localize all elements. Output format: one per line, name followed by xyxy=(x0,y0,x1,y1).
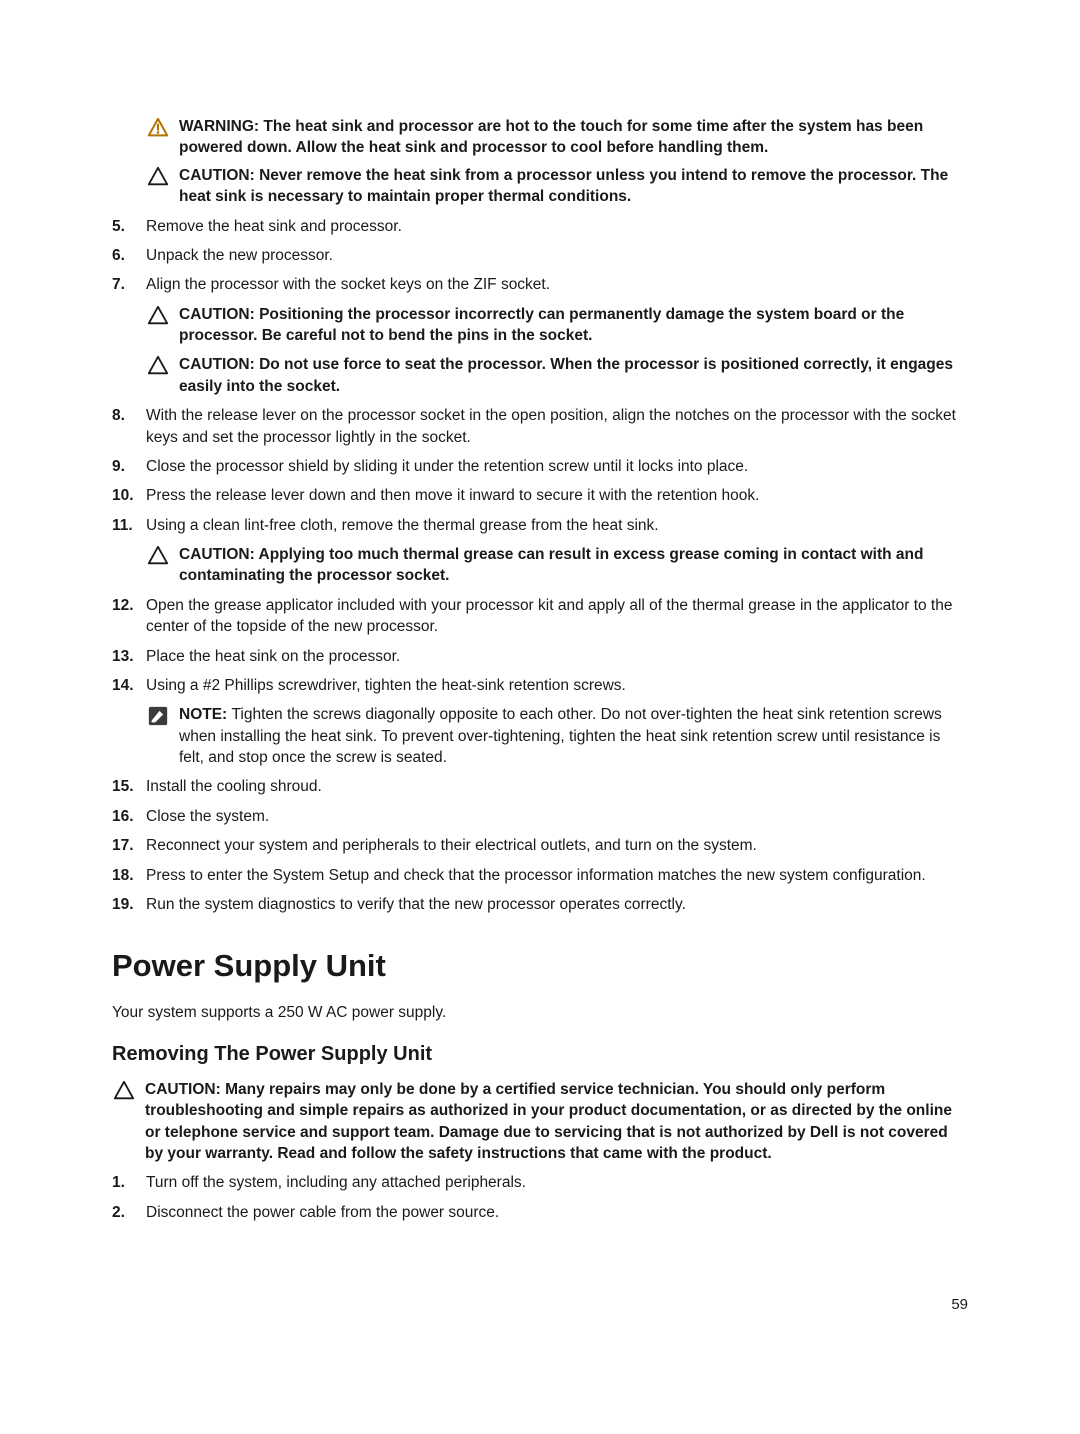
section-title: Power Supply Unit xyxy=(112,945,968,988)
admonition-text: Tighten the screws diagonally opposite t… xyxy=(179,706,942,766)
step-item: Press the release lever down and then mo… xyxy=(112,485,968,506)
caution-icon xyxy=(146,544,170,567)
step-item: Install the cooling shroud. xyxy=(112,776,968,797)
warning-icon xyxy=(146,116,170,139)
caution-admonition: CAUTION: Positioning the processor incor… xyxy=(146,304,968,347)
admonition-text: Applying too much thermal grease can res… xyxy=(179,546,923,584)
caution-label: CAUTION: xyxy=(179,306,259,323)
page-number: 59 xyxy=(112,1295,968,1316)
step-item: Remove the heat sink and processor. xyxy=(112,216,968,237)
step-item: With the release lever on the processor … xyxy=(112,405,968,448)
caution-label: CAUTION: xyxy=(179,167,259,184)
step-item: Turn off the system, including any attac… xyxy=(112,1172,968,1193)
step-text: Press to enter the System Setup and chec… xyxy=(146,865,968,886)
caution-icon xyxy=(146,304,170,327)
subsection-title: Removing The Power Supply Unit xyxy=(112,1041,968,1069)
subsection-caution: CAUTION: Many repairs may only be done b… xyxy=(112,1079,968,1165)
step-item: Open the grease applicator included with… xyxy=(112,595,968,638)
step-text: Turn off the system, including any attac… xyxy=(146,1172,968,1193)
step-text: Install the cooling shroud. xyxy=(146,776,968,797)
caution-admonition: CAUTION: Applying too much thermal greas… xyxy=(146,544,968,587)
caution-icon xyxy=(112,1079,136,1102)
step-item: Press to enter the System Setup and chec… xyxy=(112,865,968,886)
step-item: Run the system diagnostics to verify tha… xyxy=(112,894,968,915)
caution-icon xyxy=(146,165,170,188)
step-text: With the release lever on the processor … xyxy=(146,405,968,448)
caution-label: CAUTION: xyxy=(145,1081,225,1098)
step-text: Align the processor with the socket keys… xyxy=(146,274,968,295)
step-item: Reconnect your system and peripherals to… xyxy=(112,835,968,856)
caution-label: CAUTION: xyxy=(179,546,259,563)
note-icon xyxy=(146,704,170,727)
warning-label: WARNING: xyxy=(179,118,263,135)
step-text: Place the heat sink on the processor. xyxy=(146,646,968,667)
step-text: Unpack the new processor. xyxy=(146,245,968,266)
step-item: Using a clean lint-free cloth, remove th… xyxy=(112,515,968,587)
step-text: Close the system. xyxy=(146,806,968,827)
step-text: Using a clean lint-free cloth, remove th… xyxy=(146,515,968,536)
step-item: Close the system. xyxy=(112,806,968,827)
caution-icon xyxy=(146,354,170,377)
step-item: Unpack the new processor. xyxy=(112,245,968,266)
admonition-text: Do not use force to seat the processor. … xyxy=(179,356,953,394)
note-admonition: NOTE: Tighten the screws diagonally oppo… xyxy=(146,704,968,768)
step-item: Place the heat sink on the processor. xyxy=(112,646,968,667)
admonition-text: Positioning the processor incorrectly ca… xyxy=(179,306,904,344)
step-text: Using a #2 Phillips screwdriver, tighten… xyxy=(146,675,968,696)
step-text: Disconnect the power cable from the powe… xyxy=(146,1202,968,1223)
step-text: Open the grease applicator included with… xyxy=(146,595,968,638)
warning-admonition: WARNING: The heat sink and processor are… xyxy=(146,116,968,159)
admonition-text: Never remove the heat sink from a proces… xyxy=(179,167,948,205)
caution-admonition: CAUTION: Do not use force to seat the pr… xyxy=(146,354,968,397)
step-text: Close the processor shield by sliding it… xyxy=(146,456,968,477)
caution-label: CAUTION: xyxy=(179,356,259,373)
note-label: NOTE: xyxy=(179,706,232,723)
admonition-text: The heat sink and processor are hot to t… xyxy=(179,118,923,156)
step-item: Using a #2 Phillips screwdriver, tighten… xyxy=(112,675,968,769)
section-intro: Your system supports a 250 W AC power su… xyxy=(112,1002,968,1023)
step-item: Disconnect the power cable from the powe… xyxy=(112,1202,968,1223)
caution-text: Many repairs may only be done by a certi… xyxy=(145,1081,952,1162)
step-text: Remove the heat sink and processor. xyxy=(146,216,968,237)
step-item: Align the processor with the socket keys… xyxy=(112,274,968,397)
caution-admonition: CAUTION: Never remove the heat sink from… xyxy=(146,165,968,208)
step-item: Close the processor shield by sliding it… xyxy=(112,456,968,477)
step-text: Press the release lever down and then mo… xyxy=(146,485,968,506)
step-text: Reconnect your system and peripherals to… xyxy=(146,835,968,856)
step-text: Run the system diagnostics to verify tha… xyxy=(146,894,968,915)
